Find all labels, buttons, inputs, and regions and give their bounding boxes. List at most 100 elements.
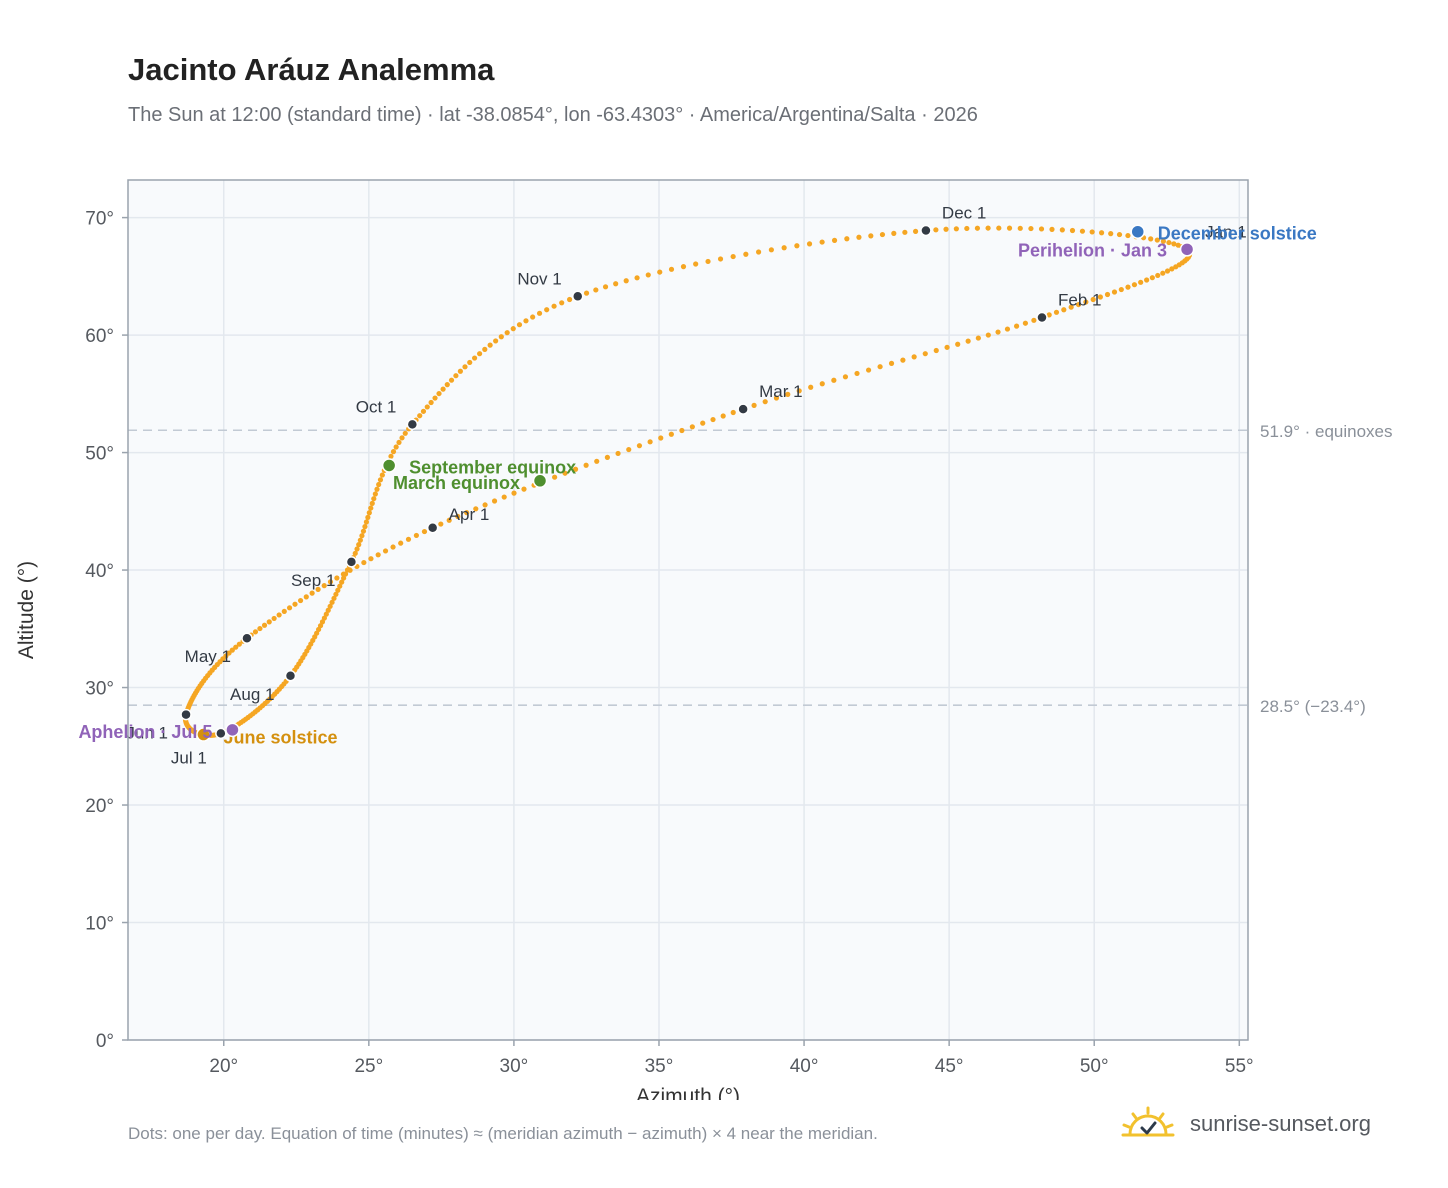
daily-dot	[730, 253, 736, 260]
daily-dot	[1006, 225, 1013, 231]
daily-dot	[436, 390, 442, 397]
daily-dot	[717, 256, 724, 262]
daily-dot	[995, 329, 1001, 335]
daily-dot	[398, 540, 404, 546]
daily-dot	[462, 364, 468, 370]
daily-dot	[985, 332, 991, 338]
daily-dot	[1131, 282, 1138, 288]
daily-dot	[327, 603, 333, 609]
month-marker	[215, 727, 227, 740]
brand-name[interactable]: sunrise-sunset.org	[1190, 1111, 1371, 1136]
daily-dot	[594, 458, 600, 464]
daily-dot	[309, 590, 315, 596]
daily-dot	[455, 513, 461, 520]
daily-dot	[559, 300, 565, 306]
daily-dot	[376, 481, 382, 488]
daily-dot	[773, 395, 780, 401]
daily-dot	[1090, 296, 1096, 303]
daily-dot	[710, 416, 716, 423]
daily-dot	[583, 290, 590, 296]
daily-dot	[297, 597, 304, 604]
month-marker	[571, 290, 584, 303]
daily-dot	[424, 404, 430, 410]
daily-dot	[856, 234, 862, 240]
daily-dot	[806, 241, 813, 247]
daily-dot	[360, 528, 367, 534]
y-tick-label: 60°	[85, 326, 114, 347]
daily-dot	[626, 446, 632, 453]
daily-dot	[888, 360, 895, 366]
daily-dot	[768, 247, 774, 253]
daily-dot	[996, 225, 1002, 231]
daily-dot	[1171, 241, 1177, 247]
daily-dot	[552, 474, 558, 480]
event-label: March equinox	[393, 473, 520, 493]
daily-dot	[487, 342, 493, 348]
daily-dot	[323, 611, 329, 617]
daily-dot	[705, 258, 711, 265]
daily-dot	[1160, 238, 1167, 244]
daily-dot	[965, 338, 971, 344]
daily-dot	[271, 615, 277, 622]
daily-dot	[1097, 294, 1103, 300]
month-marker	[345, 556, 358, 568]
month-marker	[284, 670, 297, 682]
daily-dot	[1160, 270, 1166, 276]
footnote: Dots: one per day. Equation of time (min…	[128, 1124, 878, 1143]
event-marker	[225, 722, 240, 738]
daily-dot	[1125, 232, 1131, 239]
daily-dot	[583, 462, 589, 468]
daily-dot	[252, 629, 259, 635]
daily-dot	[511, 490, 517, 496]
month-marker	[737, 403, 749, 415]
daily-dot	[405, 536, 412, 542]
y-tick-label: 20°	[85, 796, 114, 817]
daily-dot	[819, 381, 825, 387]
daily-dot	[668, 431, 674, 437]
daily-dot	[257, 625, 263, 632]
daily-dot	[877, 364, 883, 370]
daily-dot	[1049, 226, 1055, 232]
daily-dot	[491, 498, 498, 504]
daily-dot	[615, 450, 621, 457]
daily-dot	[333, 591, 339, 597]
daily-dot	[1169, 266, 1175, 272]
month-label: Jul 1	[171, 748, 207, 767]
daily-dot	[482, 502, 488, 508]
daily-dot	[730, 409, 736, 416]
daily-dot	[944, 344, 950, 350]
month-label: Apr 1	[449, 505, 490, 524]
daily-dot	[334, 575, 340, 581]
daily-dot	[361, 559, 367, 566]
month-marker	[241, 632, 253, 644]
daily-dot	[342, 571, 349, 577]
daily-dot	[689, 424, 695, 430]
daily-dot	[382, 548, 389, 554]
month-label: Jan 1	[1205, 222, 1247, 241]
daily-dot	[369, 500, 375, 506]
x-tick-label: 45°	[935, 1056, 964, 1077]
daily-dot	[399, 435, 405, 441]
daily-dot	[602, 284, 609, 290]
daily-dot	[1155, 272, 1161, 279]
daily-dot	[493, 338, 499, 344]
daily-dot	[390, 544, 396, 550]
event-label: September equinox	[409, 457, 576, 477]
daily-dot	[377, 477, 384, 483]
month-marker	[406, 418, 419, 431]
daily-dot	[1083, 299, 1089, 305]
daily-dot	[693, 261, 699, 267]
daily-dot	[446, 517, 452, 523]
daily-dot	[368, 556, 374, 562]
daily-dot	[472, 355, 478, 361]
daily-dot	[900, 357, 906, 363]
daily-dot	[516, 322, 523, 328]
brand[interactable]: sunrise-sunset.org	[1120, 1102, 1371, 1146]
event-label: December solstice	[1158, 224, 1317, 244]
daily-dot	[794, 243, 800, 249]
daily-dot	[1089, 229, 1095, 235]
y-axis-title: Altitude (°)	[15, 561, 38, 659]
daily-dot	[796, 388, 802, 394]
daily-dot	[785, 391, 791, 397]
month-marker	[180, 708, 192, 721]
